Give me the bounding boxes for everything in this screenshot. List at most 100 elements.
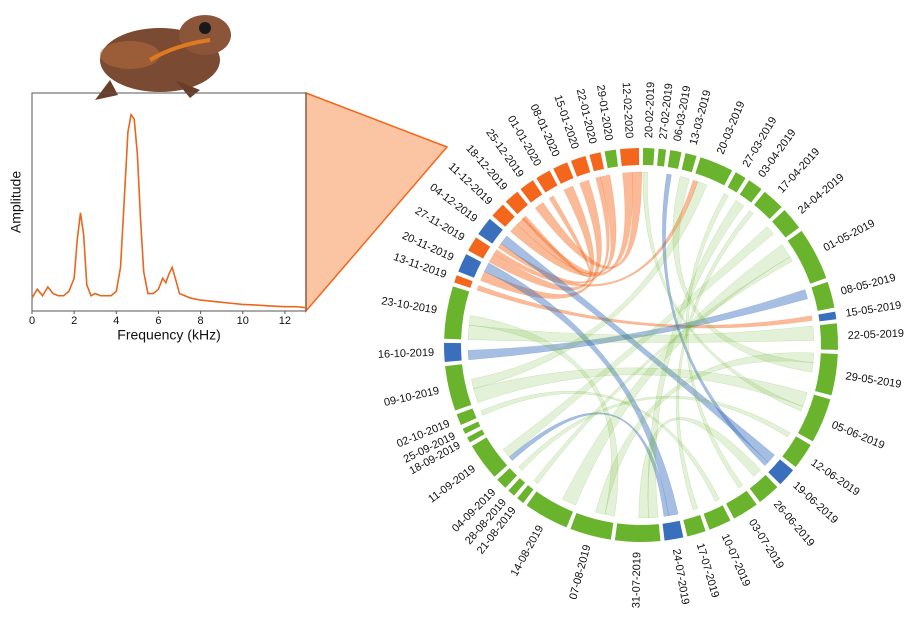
segment-label: 16-10-2019 xyxy=(378,347,435,361)
chord-link xyxy=(500,235,775,463)
segment-arc xyxy=(467,429,485,443)
chord-link xyxy=(471,181,708,390)
segment-label: 13-03-2019 xyxy=(688,89,714,146)
segment-label: 01-05-2019 xyxy=(822,217,877,254)
x-tick-label: 6 xyxy=(155,315,161,327)
segment-label: 23-10-2019 xyxy=(380,295,437,316)
segment-arc xyxy=(536,170,558,193)
segment-arc xyxy=(517,485,534,503)
segment-arc xyxy=(772,210,800,238)
segment-arc xyxy=(471,437,508,477)
segment-arc xyxy=(462,421,481,434)
segment-label: 14-08-2019 xyxy=(509,523,547,578)
segment-arc xyxy=(818,311,837,322)
x-tick-label: 12 xyxy=(279,315,291,327)
segment-arc xyxy=(811,281,835,311)
segment-label: 31-07-2019 xyxy=(630,552,643,608)
chord-link xyxy=(647,200,745,519)
segment-label: 12-06-2019 xyxy=(808,457,861,499)
segment-arc xyxy=(815,353,838,396)
segment-arc xyxy=(703,505,731,530)
plot-frame xyxy=(31,92,307,312)
segment-arc xyxy=(642,148,655,166)
spectrum-line xyxy=(31,112,307,309)
chord-link xyxy=(533,256,793,485)
chord-link xyxy=(642,171,804,412)
segment-arc xyxy=(604,149,619,169)
segment-arc xyxy=(619,148,640,167)
segment-arc xyxy=(553,162,574,184)
chord-link xyxy=(468,315,619,517)
segment-arc xyxy=(570,513,614,540)
x-tick-label: 8 xyxy=(198,315,204,327)
segment-arc xyxy=(768,459,794,485)
segment-arc xyxy=(492,204,515,227)
segment-label: 24-04-2019 xyxy=(796,171,847,216)
segment-label: 10-07-2019 xyxy=(719,532,753,588)
segment-label: 24-07-2019 xyxy=(670,548,691,605)
segment-arc xyxy=(526,491,573,528)
segment-arc xyxy=(695,157,733,186)
segment-arc xyxy=(667,150,682,169)
segment-arc xyxy=(657,148,667,167)
segment-arc xyxy=(797,394,831,442)
segment-arc xyxy=(787,230,827,284)
segment-label: 29-05-2019 xyxy=(845,370,902,390)
segment-arc xyxy=(478,218,503,244)
zoom-connector xyxy=(305,91,449,314)
chord-link xyxy=(473,367,808,407)
segment-arc xyxy=(570,156,591,177)
segment-label: 08-05-2019 xyxy=(840,272,897,298)
segment-arc xyxy=(782,436,811,467)
segment-label: 07-08-2019 xyxy=(567,543,593,600)
chord-link xyxy=(480,179,602,299)
chord-link xyxy=(638,417,762,519)
x-tick-label: 2 xyxy=(71,315,77,327)
y-axis-title: Amplitude xyxy=(8,171,24,233)
segment-arc xyxy=(754,191,782,219)
segment-arc xyxy=(614,523,661,542)
chord-link xyxy=(467,289,809,361)
segment-arc xyxy=(444,286,470,340)
segment-arc xyxy=(749,474,778,503)
chord-link xyxy=(488,185,595,291)
chord-link xyxy=(467,324,815,343)
segment-arc xyxy=(456,408,477,425)
segment-arc xyxy=(819,323,838,350)
segment-arc xyxy=(662,520,684,541)
x-tick-label: 10 xyxy=(237,315,249,327)
chord-link xyxy=(518,395,791,471)
x-tick-label: 4 xyxy=(113,315,119,327)
segment-label: 12-02-2020 xyxy=(620,82,635,139)
chord-link xyxy=(497,176,610,284)
segment-label: 11-09-2019 xyxy=(426,463,478,506)
chord-link xyxy=(480,390,720,502)
segment-arc xyxy=(508,478,526,496)
chord-link xyxy=(516,174,617,275)
segment-label: 17-07-2019 xyxy=(694,542,721,599)
chord-link xyxy=(493,179,699,287)
chord-link xyxy=(476,285,813,329)
chord-link xyxy=(562,244,791,506)
segment-arc xyxy=(683,515,706,537)
segment-arc xyxy=(727,172,746,193)
chord-link xyxy=(662,173,769,467)
segment-arc xyxy=(445,364,472,411)
chord-link xyxy=(510,171,633,277)
segment-arc xyxy=(589,152,605,172)
segment-label: 20-03-2019 xyxy=(715,100,748,157)
chord-link xyxy=(484,262,679,517)
frog-illustration xyxy=(95,15,231,100)
segment-label: 20-02-2019 xyxy=(643,82,657,139)
segment-arc xyxy=(726,490,757,519)
segment-label: 22-05-2019 xyxy=(848,328,905,342)
segment-label: 03-07-2019 xyxy=(746,517,786,571)
segment-label: 15-05-2019 xyxy=(845,299,902,319)
chord-link xyxy=(502,226,774,458)
chord-link xyxy=(595,352,815,515)
chord-link xyxy=(676,210,754,511)
chord-link xyxy=(508,412,669,517)
segment-arc xyxy=(444,342,462,362)
chord-link xyxy=(672,176,814,373)
